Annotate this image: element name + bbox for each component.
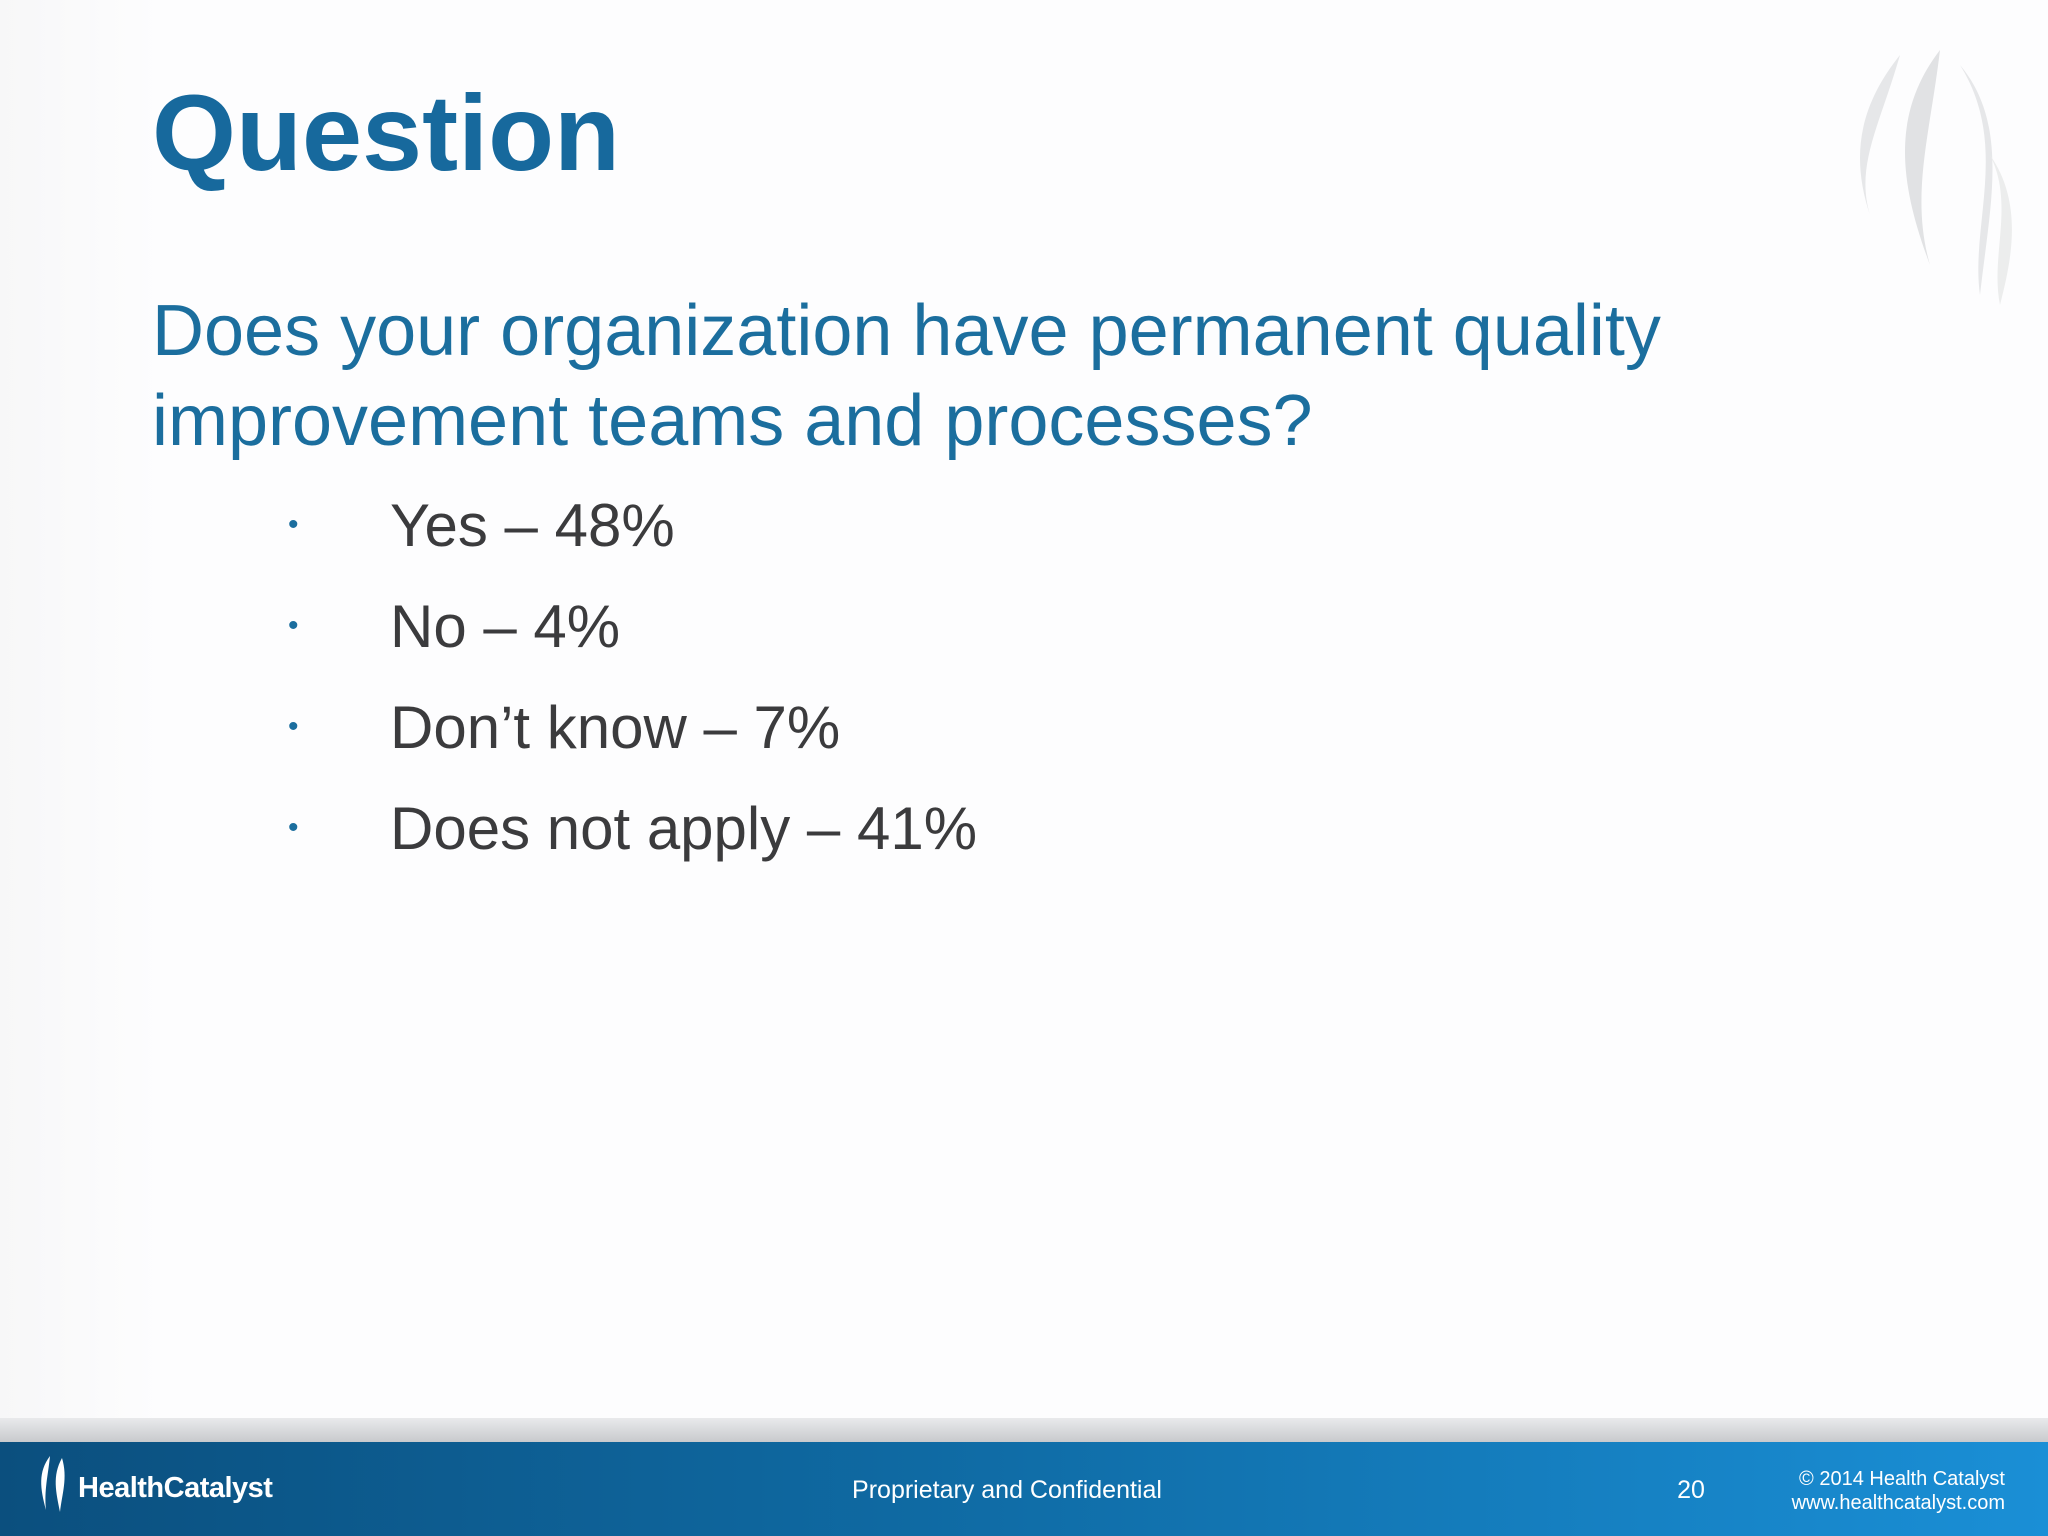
- footer: HealthCatalyst Proprietary and Confident…: [0, 1442, 2048, 1536]
- bullet: •: [288, 811, 299, 844]
- website: www.healthcatalyst.com: [1791, 1492, 2005, 1514]
- logo-icon: [41, 1456, 65, 1512]
- decor-flame: [1860, 50, 2012, 305]
- bullet: •: [288, 609, 299, 642]
- page-number: 20: [1677, 1476, 1705, 1504]
- answer: Don’t know – 7%: [390, 694, 841, 761]
- logo-text: HealthCatalyst: [78, 1472, 273, 1504]
- question: Does your organization have permanent qu…: [152, 291, 1661, 461]
- answer: No – 4%: [390, 593, 621, 660]
- title: Question: [152, 72, 621, 193]
- answer: Yes – 48%: [390, 492, 675, 559]
- footer-center: Proprietary and Confidential: [852, 1476, 1162, 1504]
- footer-shadow: [0, 1418, 2048, 1442]
- copyright: © 2014 Health Catalyst: [1799, 1468, 2005, 1490]
- answer: Does not apply – 41%: [390, 795, 978, 862]
- bullet: •: [288, 508, 299, 541]
- bullet: •: [288, 710, 299, 743]
